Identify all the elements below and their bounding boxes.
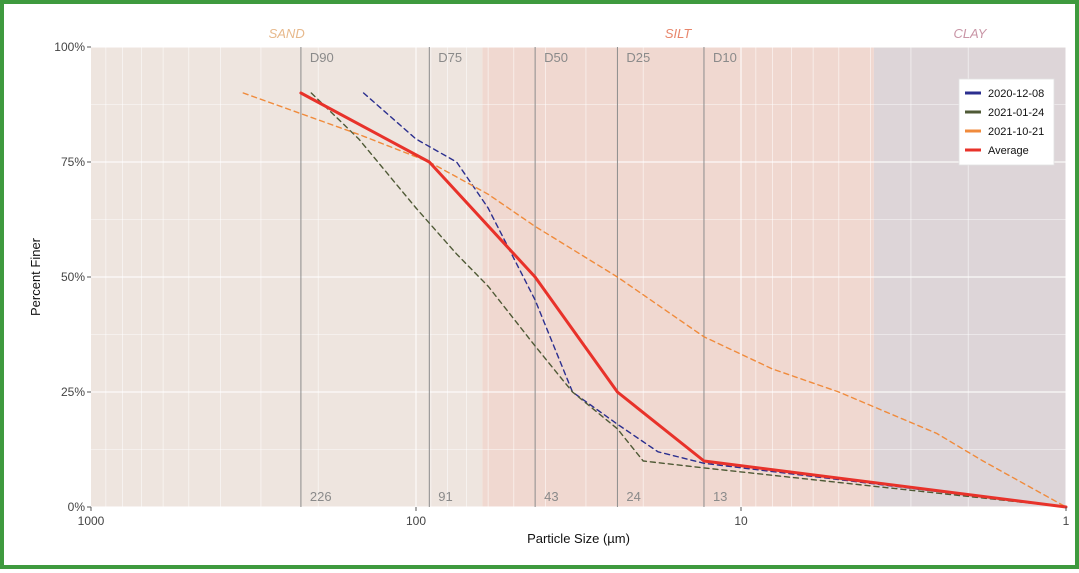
dline-label-d50: D50 (544, 50, 568, 65)
y-tick-label: 100% (54, 40, 85, 54)
legend-label-2021-01-24: 2021-01-24 (988, 107, 1044, 119)
series-line-2021-10-21 (242, 92, 1067, 508)
dline-value-d25: 24 (626, 489, 640, 504)
dline-label-d75: D75 (438, 50, 462, 65)
y-axis-title: Percent Finer (28, 237, 43, 316)
legend-label-2021-10-21: 2021-10-21 (988, 126, 1044, 138)
dline-value-d10: 13 (713, 489, 727, 504)
y-tick-label: 0% (68, 500, 86, 514)
dline-label-d90: D90 (310, 50, 334, 65)
particle-size-chart: SAND SILT CLAY D90226D7591D5043D2524D1013 … (28, 26, 1070, 546)
x-tick-label: 1 (1063, 514, 1070, 528)
zone-label-sand: SAND (269, 26, 305, 41)
series-line-average (299, 91, 1068, 509)
x-axis-title: Particle Size (µm) (527, 531, 630, 546)
y-tick-label: 50% (61, 270, 85, 284)
dline-value-d90: 226 (310, 489, 332, 504)
x-tick-label: 100 (406, 514, 426, 528)
y-tick-label: 25% (61, 385, 85, 399)
y-tick-label: 75% (61, 155, 85, 169)
series-line-2021-01-24 (310, 92, 1067, 508)
zone-label-clay: CLAY (953, 26, 987, 41)
dline-value-d50: 43 (544, 489, 558, 504)
dline-label-d25: D25 (626, 50, 650, 65)
x-tick-label: 10 (734, 514, 748, 528)
legend-label-average: Average (988, 145, 1029, 157)
series-line-2020-12-08 (362, 92, 1067, 508)
dline-label-d10: D10 (713, 50, 737, 65)
legend-label-2020-12-08: 2020-12-08 (988, 88, 1044, 100)
dline-value-d75: 91 (438, 489, 452, 504)
x-tick-label: 1000 (78, 514, 105, 528)
zone-label-silt: SILT (665, 26, 693, 41)
